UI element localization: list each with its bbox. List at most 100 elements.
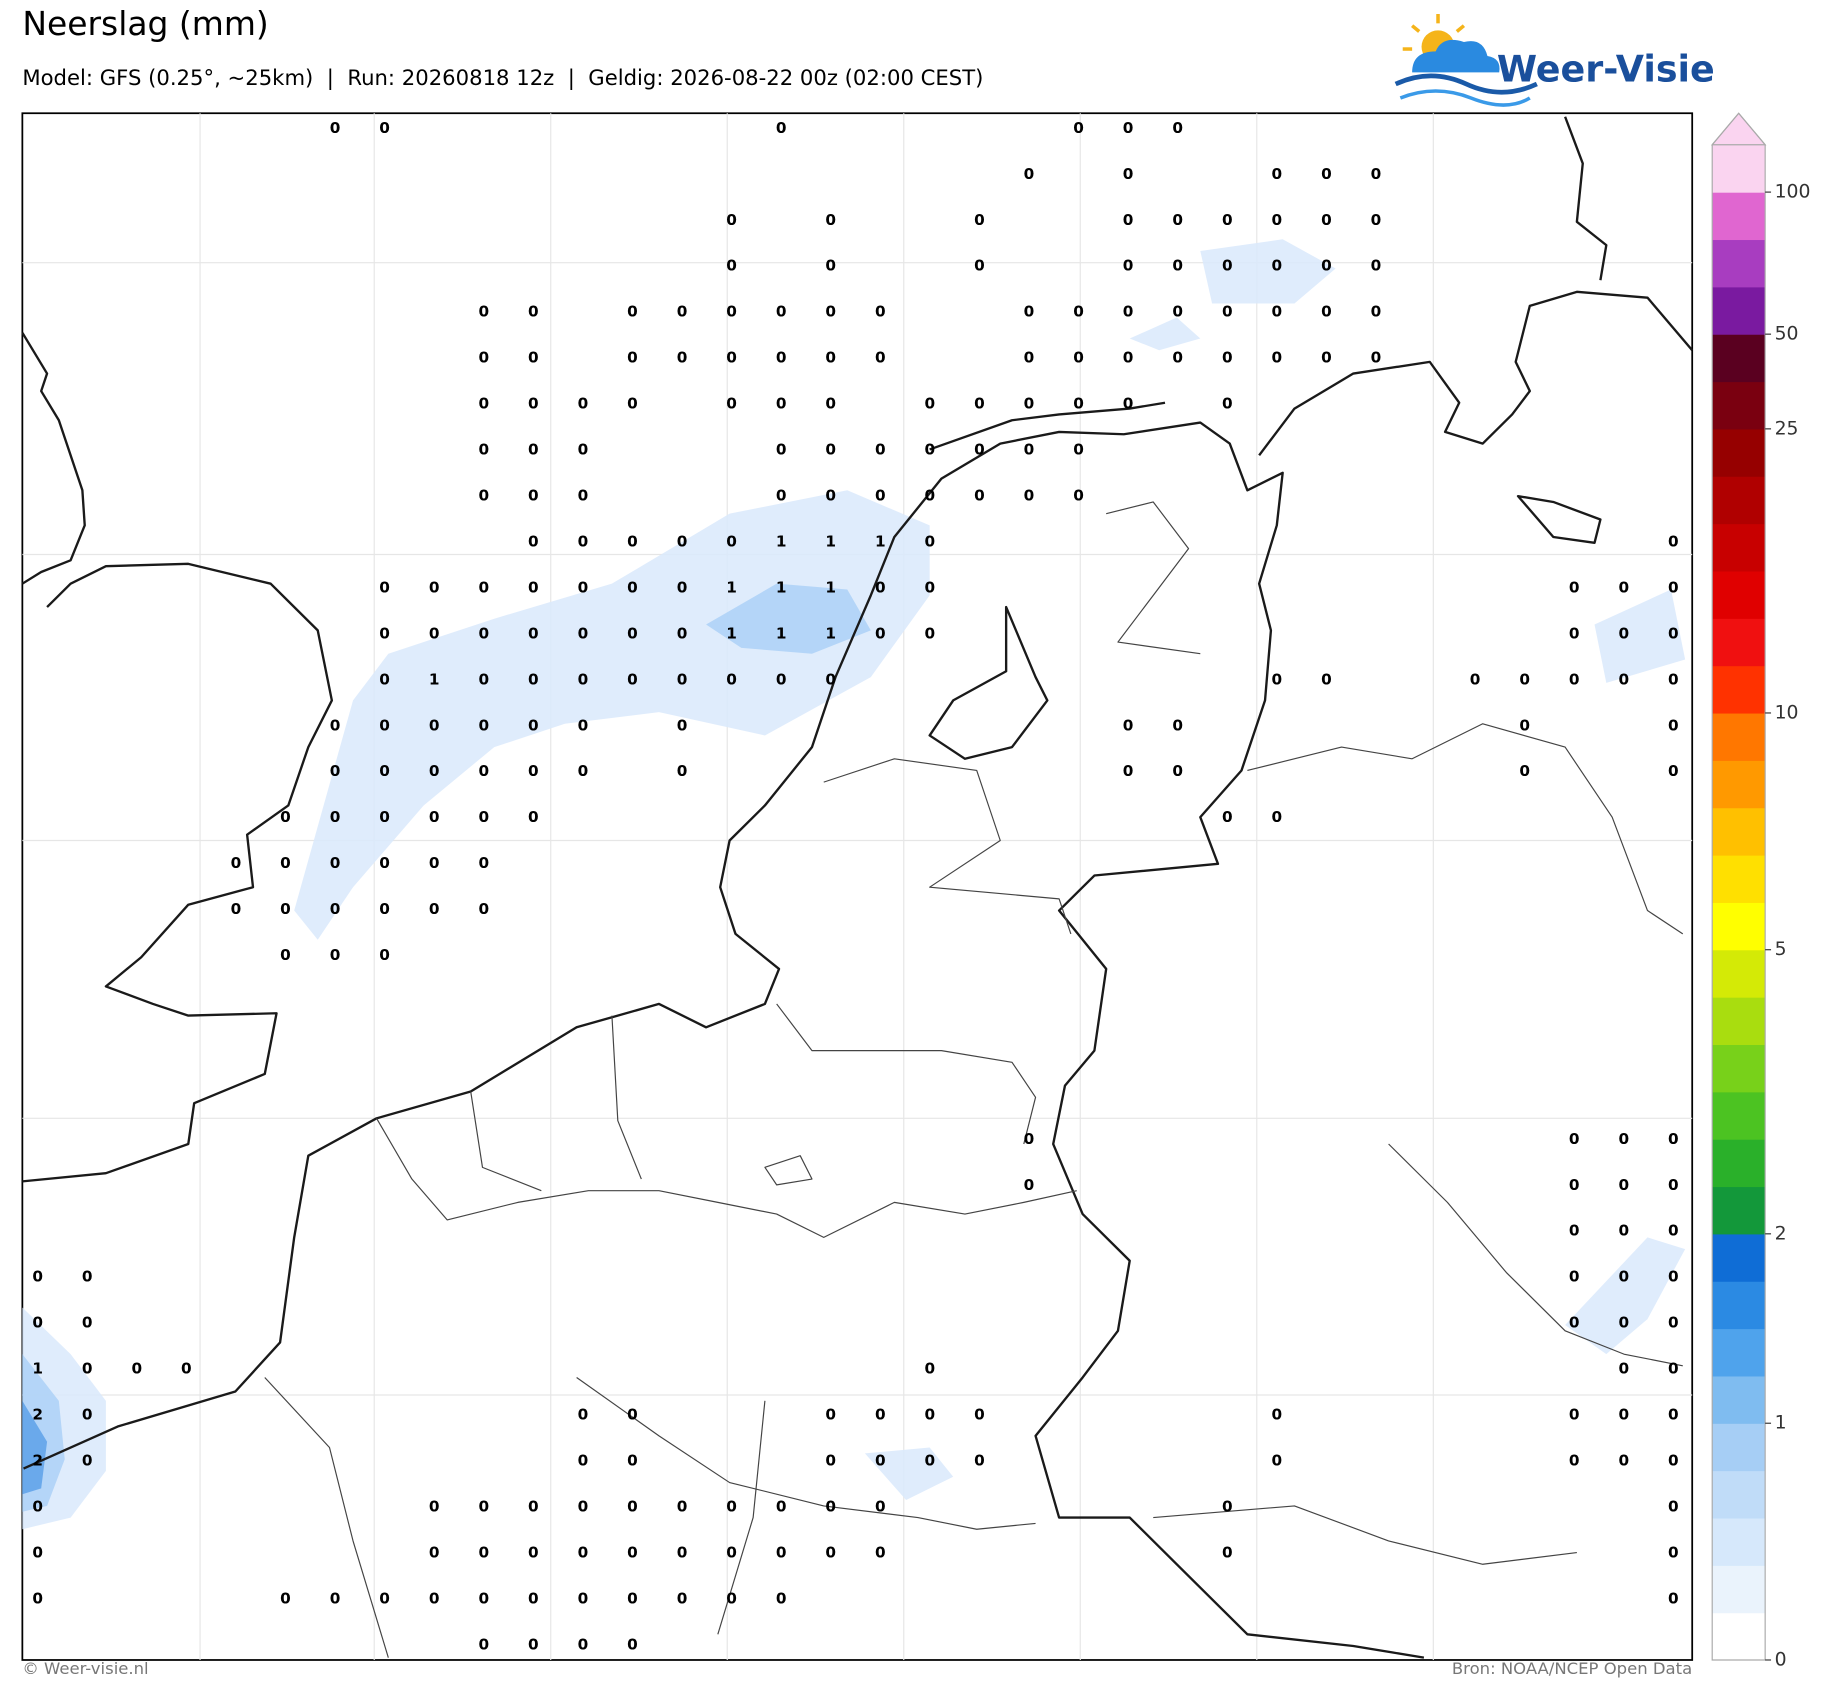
grid-value: 0 [1321, 257, 1332, 275]
grid-values: 0 0 0 0 0 0 0 0 0 0 0 0 0 0 0 0 0 0 0 0 0 0 0 0 0 0 0 0 0 0 0 0 0 0 0 0 0 0 0 0… [32, 119, 1678, 1653]
grid-value: 0 [1024, 395, 1035, 413]
grid-value: 0 [1668, 1497, 1679, 1515]
grid-value: 0 [776, 1589, 787, 1607]
grid-value: 0 [330, 762, 341, 780]
grid-value: 0 [627, 670, 638, 688]
grid-value: 0 [528, 716, 539, 734]
grid-value: 0 [82, 1314, 93, 1332]
grid-value: 0 [131, 1360, 142, 1378]
grid-value: 0 [1073, 303, 1084, 321]
colorbar-segment [1712, 334, 1766, 383]
grid-value: 0 [776, 349, 787, 367]
logo: Weer-Visie [1394, 14, 1715, 107]
grid-value: 0 [1123, 762, 1134, 780]
grid-value: 0 [1668, 670, 1679, 688]
colorbar-segment [1712, 1612, 1766, 1661]
grid-value: 0 [330, 119, 341, 137]
grid-value: 0 [1024, 303, 1035, 321]
grid-value: 0 [82, 1268, 93, 1286]
grid-value: 0 [578, 1452, 589, 1470]
grid-value: 0 [379, 670, 390, 688]
grid-value: 0 [776, 670, 787, 688]
grid-value: 0 [32, 1314, 43, 1332]
grid-value: 1 [726, 624, 737, 642]
grid-value: 0 [528, 670, 539, 688]
grid-value: 0 [330, 1589, 341, 1607]
grid-value: 0 [776, 441, 787, 459]
grid-value: 0 [1321, 211, 1332, 229]
grid-value: 0 [1024, 441, 1035, 459]
grid-value: 0 [1321, 349, 1332, 367]
grid-value: 0 [1371, 165, 1382, 183]
colorbar-segment [1712, 1375, 1766, 1424]
grid-value: 0 [1668, 1589, 1679, 1607]
grid-value: 0 [875, 303, 886, 321]
grid-value: 0 [1668, 1360, 1679, 1378]
grid-value: 0 [1668, 1268, 1679, 1286]
grid-value: 0 [379, 946, 390, 964]
colorbar-segment [1712, 1423, 1766, 1472]
grid-value: 0 [1172, 716, 1183, 734]
grid-value: 0 [1618, 1268, 1629, 1286]
grid-value: 0 [627, 624, 638, 642]
grid-value: 0 [528, 395, 539, 413]
grid-value: 0 [379, 624, 390, 642]
grid-value: 0 [1272, 165, 1283, 183]
grid-value: 0 [1123, 119, 1134, 137]
grid-value: 0 [528, 533, 539, 551]
colorbar-segment [1712, 286, 1766, 335]
grid-value: 0 [825, 670, 836, 688]
grid-value: 0 [1668, 1222, 1679, 1240]
grid-value: 0 [1222, 395, 1233, 413]
colorbar-segment [1712, 1044, 1766, 1093]
grid-value: 0 [429, 1497, 440, 1515]
grid-value: 0 [1272, 1452, 1283, 1470]
grid-value: 0 [825, 349, 836, 367]
grid-value: 0 [627, 303, 638, 321]
grid-value: 0 [429, 762, 440, 780]
colorbar-segment [1712, 855, 1766, 903]
grid-value: 0 [429, 1543, 440, 1561]
grid-value: 0 [627, 533, 638, 551]
grid-value: 0 [825, 303, 836, 321]
map: 0 0 0 0 0 0 0 0 0 0 0 0 0 0 0 0 0 0 0 0 0 0 0 0 0 0 0 0 0 0 0 0 0 0 0 0 0 0 0 0… [21, 112, 1694, 1661]
grid-value: 0 [32, 1543, 43, 1561]
grid-value: 0 [32, 1497, 43, 1515]
grid-value: 0 [726, 670, 737, 688]
grid-value: 0 [280, 946, 291, 964]
grid-value: 0 [1123, 349, 1134, 367]
grid-value: 0 [875, 441, 886, 459]
grid-value: 1 [726, 578, 737, 596]
grid-value: 0 [280, 900, 291, 918]
grid-value: 0 [478, 1497, 489, 1515]
grid-value: 0 [429, 808, 440, 826]
grid-value: 1 [825, 578, 836, 596]
grid-value: 0 [1618, 1360, 1629, 1378]
grid-value: 0 [330, 946, 341, 964]
colorbar-segment [1712, 1565, 1766, 1614]
grid-value: 0 [925, 624, 936, 642]
grid-value: 0 [1172, 257, 1183, 275]
grid-value: 0 [429, 854, 440, 872]
grid-value: 0 [1618, 578, 1629, 596]
grid-value: 0 [677, 1589, 688, 1607]
grid-value: 0 [1272, 349, 1283, 367]
title: Neerslag (mm) [22, 5, 268, 43]
grid-value: 0 [825, 1497, 836, 1515]
grid-value: 0 [1321, 165, 1332, 183]
grid-value: 0 [330, 900, 341, 918]
grid-value: 0 [1272, 1406, 1283, 1424]
grid-value: 1 [825, 624, 836, 642]
grid-value: 0 [825, 257, 836, 275]
grid-value: 0 [32, 1589, 43, 1607]
grid-value: 0 [429, 716, 440, 734]
grid-value: 0 [1123, 211, 1134, 229]
grid-value: 0 [1618, 1452, 1629, 1470]
grid-value: 0 [875, 624, 886, 642]
grid-value: 0 [379, 119, 390, 137]
grid-value: 0 [925, 1360, 936, 1378]
grid-value: 0 [231, 900, 242, 918]
grid-value: 0 [528, 1589, 539, 1607]
grid-value: 0 [875, 349, 886, 367]
grid-value: 0 [1123, 257, 1134, 275]
